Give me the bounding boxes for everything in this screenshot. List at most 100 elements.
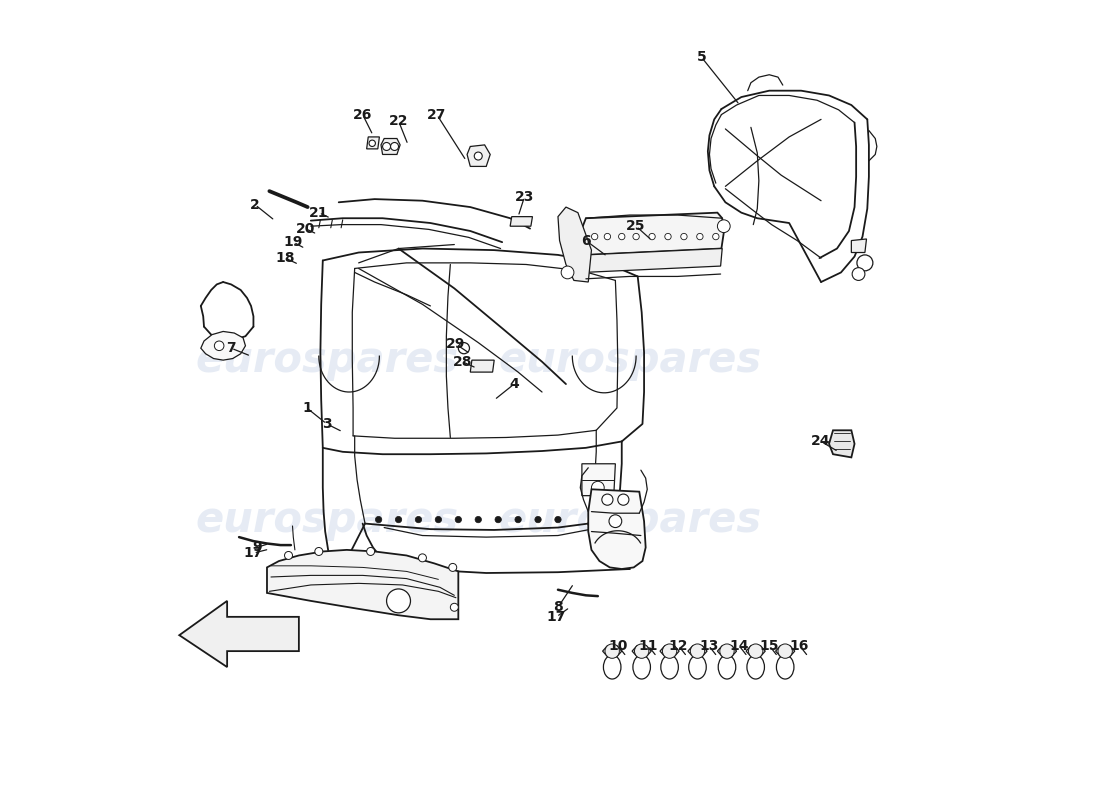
Polygon shape bbox=[582, 464, 615, 496]
Text: 16: 16 bbox=[790, 638, 810, 653]
Circle shape bbox=[459, 342, 470, 354]
Text: 17: 17 bbox=[244, 546, 263, 560]
Circle shape bbox=[390, 142, 398, 150]
Circle shape bbox=[416, 516, 421, 522]
Circle shape bbox=[748, 644, 763, 658]
Circle shape bbox=[418, 554, 427, 562]
Text: 24: 24 bbox=[812, 434, 830, 449]
Circle shape bbox=[609, 515, 622, 527]
Text: 22: 22 bbox=[388, 114, 408, 128]
Polygon shape bbox=[603, 646, 622, 657]
Text: 23: 23 bbox=[515, 190, 535, 204]
Polygon shape bbox=[688, 646, 707, 657]
Text: 6: 6 bbox=[581, 234, 591, 247]
Circle shape bbox=[561, 266, 574, 279]
Circle shape bbox=[474, 152, 482, 160]
Text: 28: 28 bbox=[452, 354, 472, 369]
Text: 2: 2 bbox=[250, 198, 260, 212]
Ellipse shape bbox=[777, 655, 794, 679]
Polygon shape bbox=[201, 331, 245, 360]
Polygon shape bbox=[582, 249, 723, 273]
Circle shape bbox=[778, 644, 792, 658]
Circle shape bbox=[618, 234, 625, 240]
Polygon shape bbox=[588, 490, 646, 569]
Text: 20: 20 bbox=[296, 222, 315, 235]
Polygon shape bbox=[851, 239, 867, 253]
Circle shape bbox=[852, 268, 865, 281]
Circle shape bbox=[662, 644, 676, 658]
Polygon shape bbox=[179, 601, 299, 667]
Text: 13: 13 bbox=[698, 638, 718, 653]
Circle shape bbox=[285, 551, 293, 559]
Text: 21: 21 bbox=[309, 206, 329, 220]
Circle shape bbox=[554, 516, 561, 522]
Circle shape bbox=[618, 494, 629, 506]
Ellipse shape bbox=[718, 655, 736, 679]
Text: 10: 10 bbox=[608, 638, 627, 653]
Polygon shape bbox=[381, 138, 400, 154]
Ellipse shape bbox=[604, 655, 622, 679]
Circle shape bbox=[455, 516, 462, 522]
Circle shape bbox=[383, 142, 390, 150]
Text: 19: 19 bbox=[284, 235, 302, 249]
Circle shape bbox=[649, 234, 656, 240]
Text: 4: 4 bbox=[509, 377, 519, 391]
Circle shape bbox=[602, 494, 613, 506]
Polygon shape bbox=[632, 646, 651, 657]
Circle shape bbox=[592, 234, 597, 240]
Polygon shape bbox=[267, 550, 459, 619]
Circle shape bbox=[395, 516, 402, 522]
Circle shape bbox=[696, 234, 703, 240]
Polygon shape bbox=[471, 360, 494, 372]
Text: 18: 18 bbox=[276, 251, 295, 265]
Circle shape bbox=[515, 516, 521, 522]
Text: 25: 25 bbox=[626, 219, 646, 234]
Text: 3: 3 bbox=[322, 417, 331, 431]
Text: 11: 11 bbox=[638, 638, 658, 653]
Circle shape bbox=[717, 220, 730, 233]
Text: 5: 5 bbox=[696, 50, 706, 64]
Text: 26: 26 bbox=[353, 107, 372, 122]
Circle shape bbox=[368, 140, 375, 146]
Ellipse shape bbox=[747, 655, 764, 679]
Text: eurospares: eurospares bbox=[498, 339, 761, 381]
Circle shape bbox=[386, 589, 410, 613]
Circle shape bbox=[635, 644, 649, 658]
Text: 8: 8 bbox=[553, 600, 563, 614]
Circle shape bbox=[495, 516, 502, 522]
Circle shape bbox=[664, 234, 671, 240]
Text: eurospares: eurospares bbox=[195, 339, 459, 381]
Circle shape bbox=[604, 234, 611, 240]
Polygon shape bbox=[829, 430, 855, 458]
Circle shape bbox=[315, 547, 322, 555]
Polygon shape bbox=[366, 137, 379, 149]
Circle shape bbox=[719, 644, 734, 658]
Circle shape bbox=[366, 547, 375, 555]
Polygon shape bbox=[660, 646, 679, 657]
Text: 15: 15 bbox=[759, 638, 779, 653]
Ellipse shape bbox=[661, 655, 679, 679]
Text: eurospares: eurospares bbox=[498, 498, 761, 541]
Circle shape bbox=[632, 234, 639, 240]
Circle shape bbox=[436, 516, 441, 522]
Text: 17: 17 bbox=[547, 610, 567, 624]
Circle shape bbox=[214, 341, 224, 350]
Polygon shape bbox=[558, 207, 592, 282]
Circle shape bbox=[605, 644, 619, 658]
Circle shape bbox=[449, 563, 456, 571]
Circle shape bbox=[450, 603, 459, 611]
Polygon shape bbox=[582, 213, 724, 255]
Text: 14: 14 bbox=[729, 638, 749, 653]
Ellipse shape bbox=[689, 655, 706, 679]
Text: 27: 27 bbox=[427, 107, 447, 122]
Text: 29: 29 bbox=[447, 337, 465, 351]
Ellipse shape bbox=[632, 655, 650, 679]
Polygon shape bbox=[468, 145, 491, 166]
Text: 1: 1 bbox=[302, 401, 311, 415]
Text: 7: 7 bbox=[227, 341, 235, 355]
Polygon shape bbox=[717, 646, 737, 657]
Circle shape bbox=[592, 482, 604, 494]
Text: 9: 9 bbox=[252, 541, 262, 554]
Circle shape bbox=[713, 234, 719, 240]
Polygon shape bbox=[510, 217, 532, 226]
